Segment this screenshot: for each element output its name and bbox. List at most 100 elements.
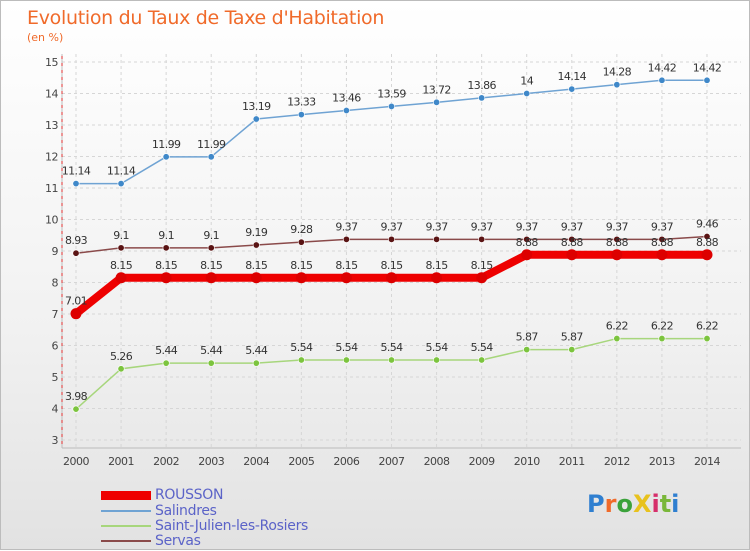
data-point [72,405,80,413]
data-point [72,249,80,257]
data-label: 9.28 [290,223,313,236]
y-tick-label: 9 [52,245,59,258]
x-tick-label: 2001 [108,455,134,468]
logo-letter: X [632,490,652,518]
data-label: 14.14 [558,70,587,83]
data-label: 14.42 [693,61,722,74]
data-label: 9.46 [696,218,719,231]
data-label: 3.98 [65,390,88,403]
y-tick-label: 10 [45,214,58,227]
data-label: 8.15 [335,259,358,272]
data-label: 8.88 [651,236,674,249]
data-point [295,272,307,284]
data-label: 8.88 [696,236,719,249]
data-point [523,235,531,243]
data-point [613,235,621,243]
data-label: 8.88 [606,236,629,249]
data-point [252,359,260,367]
data-point [523,346,531,354]
data-point [160,272,172,284]
data-point [162,359,170,367]
data-label: 13.86 [467,79,496,92]
x-tick-label: 2005 [288,455,314,468]
data-point [566,249,578,261]
data-point [521,249,533,261]
data-label: 5.54 [380,341,403,354]
data-label: 5.87 [516,331,539,344]
data-point [207,153,215,161]
data-point [433,98,441,106]
data-label: 8.15 [155,259,178,272]
logo-letter: i [671,490,680,518]
y-tick-label: 7 [52,308,59,321]
y-tick-label: 13 [45,119,58,132]
data-label: 6.22 [696,320,718,333]
data-label: 13.33 [287,96,316,109]
chart-title: Evolution du Taux de Taxe d'Habitation [27,7,385,29]
data-point [523,90,531,98]
logo-letter: P [587,490,605,518]
data-label: 5.54 [426,341,449,354]
data-point [476,272,488,284]
data-label: 14 [520,75,533,88]
data-label: 5.54 [290,341,313,354]
data-label: 8.15 [290,259,313,272]
data-point [433,356,441,364]
data-point [478,356,486,364]
data-label: 9.37 [426,220,449,233]
data-label: 11.99 [197,138,226,151]
data-label: 5.44 [155,344,178,357]
y-tick-label: 15 [45,56,58,69]
data-point [703,76,711,84]
y-tick-label: 12 [45,151,58,164]
proxiti-logo: ProXiti [587,490,679,518]
data-label: 5.87 [561,331,584,344]
data-point [387,356,395,364]
data-label: 8.88 [516,236,539,249]
legend-swatch [101,490,151,500]
data-point [658,335,666,343]
data-point [252,241,260,249]
data-point [703,233,711,241]
data-label: 5.54 [471,341,494,354]
data-label: 8.15 [426,259,449,272]
data-point [656,249,668,261]
y-tick-label: 6 [52,340,59,353]
data-point [613,81,621,89]
x-tick-label: 2004 [243,455,269,468]
legend-item: ROUSSON [101,487,223,503]
data-point [342,356,350,364]
legend-label: Saint-Julien-les-Rosiers [155,518,309,534]
legend-swatch [101,540,151,542]
data-point [297,238,305,246]
data-point [252,115,260,123]
data-point [342,107,350,115]
data-label: 11.99 [152,138,181,151]
data-point [568,235,576,243]
y-tick-label: 14 [45,88,58,101]
data-label: 13.72 [422,83,451,96]
data-point [701,249,713,261]
data-label: 8.15 [380,259,403,272]
data-label: 9.1 [113,229,129,242]
data-label: 11.14 [62,165,91,178]
data-point [340,272,352,284]
logo-letter: r [604,490,617,518]
data-label: 6.22 [651,320,673,333]
data-point [386,272,397,284]
data-point [387,235,395,243]
data-point [162,153,170,161]
data-point [250,272,262,284]
data-point [207,244,215,252]
data-label: 8.15 [471,259,494,272]
data-label: 11.14 [107,165,136,178]
x-tick-label: 2010 [514,455,540,468]
data-point [117,244,125,252]
data-label: 9.37 [516,220,539,233]
data-label: 5.44 [245,344,268,357]
x-tick-label: 2012 [604,455,630,468]
x-tick-label: 2008 [424,455,450,468]
data-label: 9.37 [380,220,403,233]
data-point [658,235,666,243]
